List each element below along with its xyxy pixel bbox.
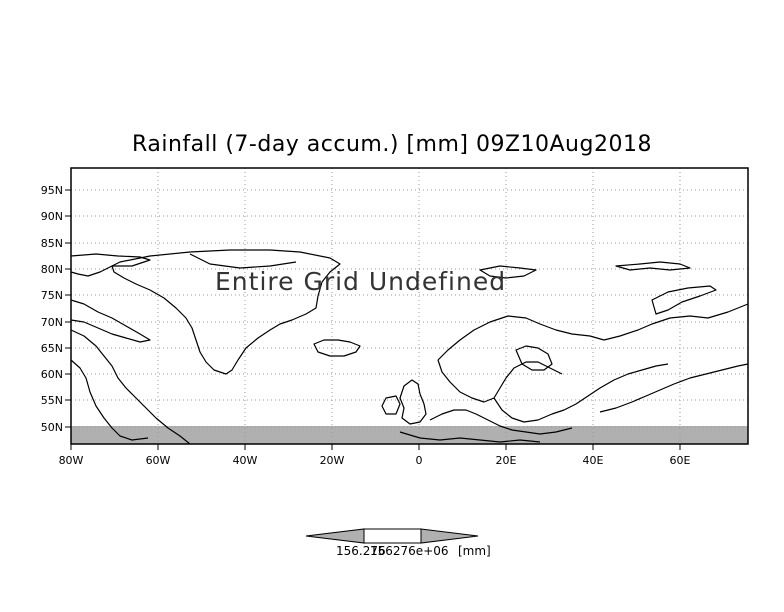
y-tick-label: 75N [41, 289, 63, 302]
coast-baffin [70, 299, 151, 343]
x-tick-label: 20W [320, 454, 345, 467]
coast-labrador [70, 329, 191, 445]
coast-britain [399, 379, 427, 425]
coast-finland [515, 345, 553, 371]
x-tick-label: 0 [416, 454, 423, 467]
coast-svalbard [479, 265, 537, 279]
coast-canada-arctic [70, 253, 151, 277]
y-tick-label: 50N [41, 421, 63, 434]
y-tick-label: 65N [41, 342, 63, 355]
coast-baltic [493, 363, 669, 423]
map-title: Rainfall (7-day accum.) [mm] 09Z10Aug201… [132, 132, 652, 157]
x-tick-label: 20E [496, 454, 517, 467]
coast-greenland-n [189, 253, 297, 269]
y-tick-label: 60N [41, 368, 63, 381]
x-tick-label: 40E [583, 454, 604, 467]
gridlines [71, 168, 748, 444]
undefined-grid-message: Entire Grid Undefined [215, 267, 506, 296]
x-tick-label: 60E [670, 454, 691, 467]
coast-iceland [313, 339, 361, 357]
colorbar-box [363, 528, 422, 544]
map-frame [70, 167, 749, 445]
colorbar-high-label: 156276e+06 [370, 544, 449, 558]
x-tick-label: 40W [233, 454, 258, 467]
colorbar-left-arrow [305, 528, 365, 544]
colorbar [305, 528, 479, 544]
y-tick-label: 80N [41, 263, 63, 276]
y-tick-label: 95N [41, 184, 63, 197]
y-tick-label: 55N [41, 394, 63, 407]
y-tick-label: 85N [41, 237, 63, 250]
y-tick-label: 90N [41, 210, 63, 223]
coast-novaya-zemlya [651, 285, 717, 315]
coast-franz-josef [615, 261, 691, 271]
coast-ireland [381, 395, 401, 415]
colorbar-right-arrow [420, 528, 479, 544]
y-tick-labels: 95N 90N 85N 80N 75N 70N 65N 60N 55N 50N [41, 184, 63, 434]
colorbar-low-label: 156.276 [336, 544, 386, 558]
coast-scandinavia [437, 303, 749, 361]
x-tick-labels: 80W 60W 40W 20W 0 20E 40E 60E [59, 454, 691, 467]
colorbar-unit: [mm] [458, 544, 491, 558]
coastlines [70, 249, 749, 445]
coast-greenland [111, 249, 341, 375]
y-tick-label: 70N [41, 316, 63, 329]
coast-europe [429, 409, 573, 435]
tick-marks [65, 189, 681, 450]
x-tick-label: 60W [146, 454, 171, 467]
x-tick-label: 80W [59, 454, 84, 467]
coast-russia-south [599, 363, 749, 413]
coast-europe-south [399, 431, 541, 443]
coast-norway-west [437, 359, 563, 403]
coast-hudson [70, 359, 149, 441]
